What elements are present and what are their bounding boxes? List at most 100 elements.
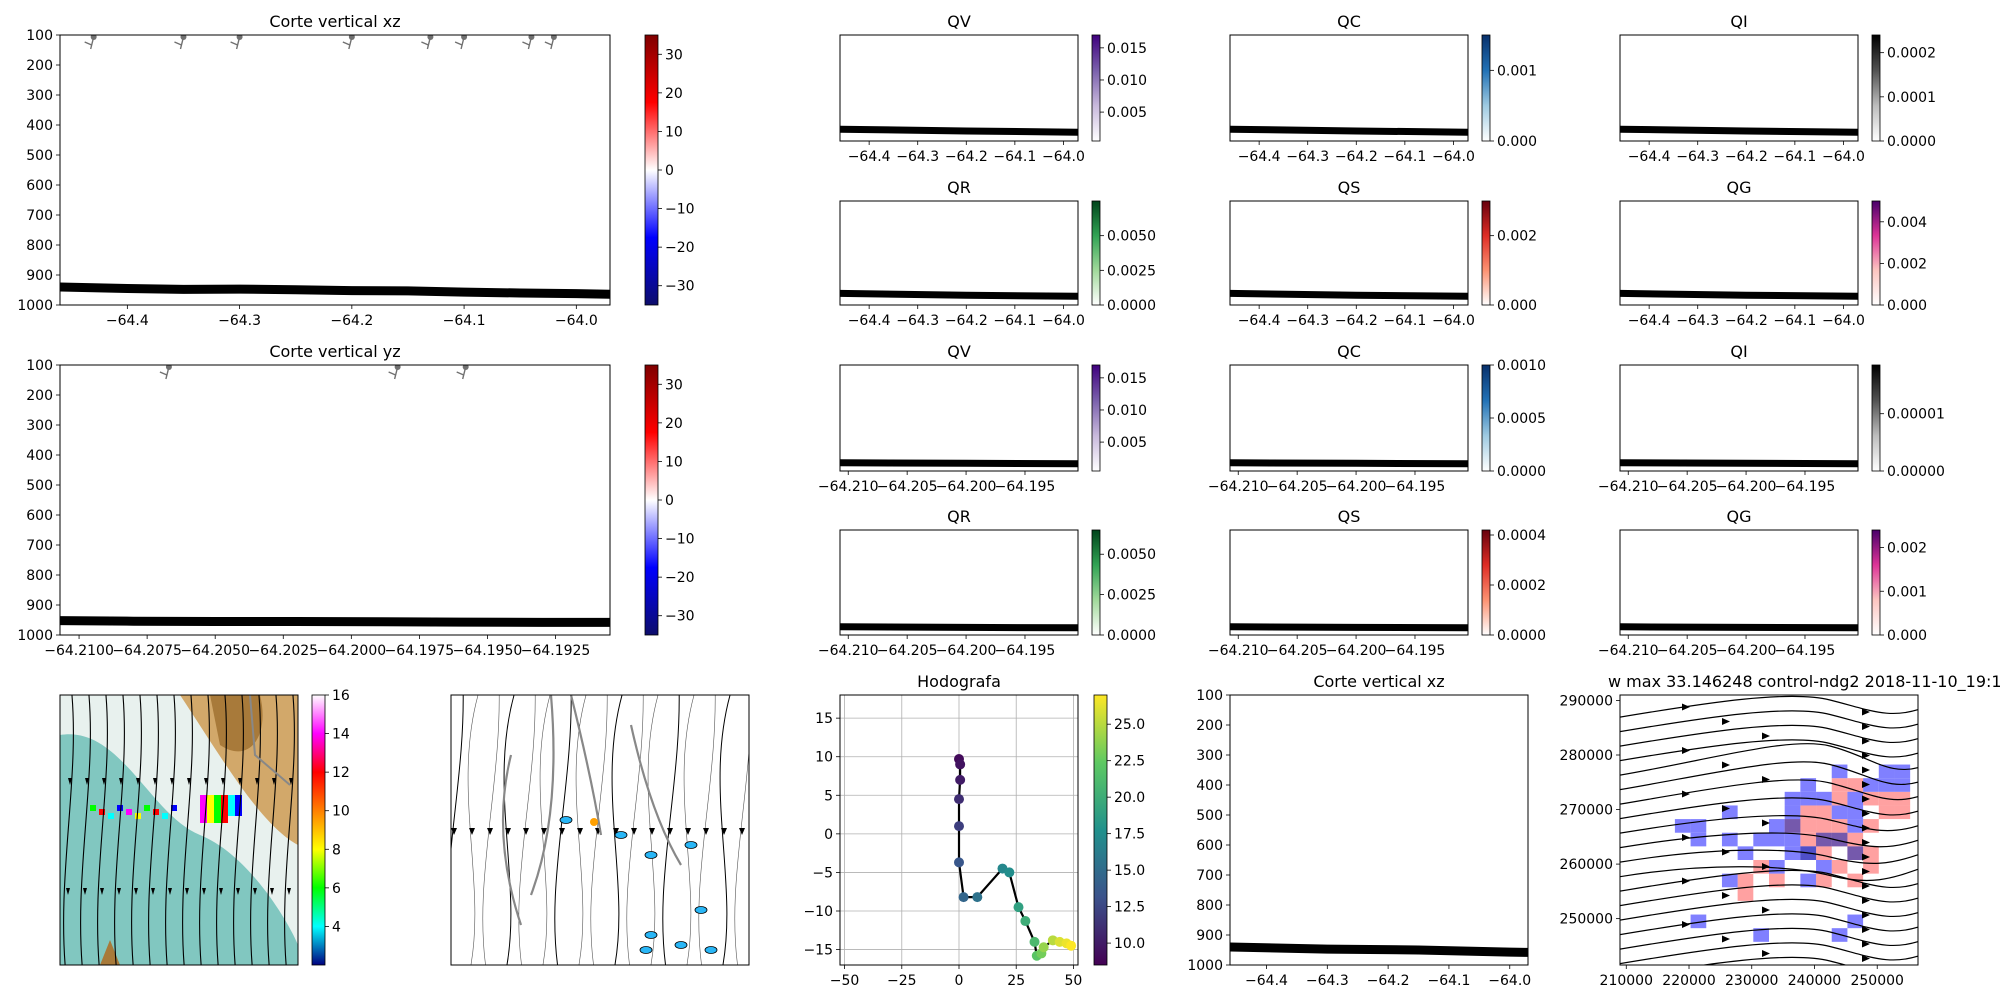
map_terrain-streamline: [114, 695, 125, 965]
hodograph-ytick-label: −10: [803, 904, 833, 920]
wmax_map-streamline: [1620, 724, 1918, 747]
wmax_map-ytick-label: 280000: [1560, 748, 1613, 764]
map_streams-stream-arrow: [487, 828, 493, 835]
xz_main-barb-flag: [421, 41, 429, 46]
r2_qr-frame: [839, 200, 1079, 306]
map_terrain-streamline: [131, 695, 142, 965]
r4_qr-colorbar-tick-label: 0.0025: [1107, 588, 1156, 604]
wmax_map-downdraft-cell: [1831, 805, 1848, 820]
wmax_map-xtick-label: 210000: [1600, 973, 1653, 989]
yz_main-ytick-label: 1000: [17, 628, 53, 644]
hodograph-colorbar-tick-label: 10.0: [1114, 936, 1145, 952]
wmax_map-stream-arrow: [1862, 853, 1870, 861]
r3_qv-title: QV: [947, 342, 971, 361]
wmax_map-streamline: [1620, 695, 1918, 718]
map_streams-echo-core: [590, 818, 598, 826]
yz_main-xtick-label: −64.1975: [385, 643, 455, 659]
yz_main-colorbar-ramp: [644, 364, 659, 636]
r2_qg-frame: [1619, 200, 1859, 306]
yz_main-xtick-label: −64.1925: [521, 643, 591, 659]
hodograph-point: [1013, 902, 1024, 913]
wmax_map-stream-arrow: [1682, 747, 1690, 754]
r1_qv-xtick-label: −64.3: [896, 149, 939, 165]
wmax_map-ytick-label: 290000: [1560, 693, 1613, 709]
r3_qi-frame: [1619, 364, 1859, 472]
r3_qi-xtick-label: −64.205: [1657, 479, 1718, 495]
xz_main-barb-dot: [427, 35, 434, 40]
wmax_map-stream-arrow: [1682, 877, 1690, 885]
yz_main-colorbar-tick-label: 30: [665, 377, 683, 393]
wmax_map-downdraft-cell: [1784, 846, 1801, 860]
wmax_map-streamline: [1699, 956, 1848, 965]
r2_qg-colorbar: 0.004 0.002 0.000: [1871, 200, 1927, 314]
r3_qc-frame: [1229, 364, 1469, 472]
r4_qg-colorbar: 0.002 0.001 0.000: [1871, 529, 1927, 644]
map_streams-plot: [451, 685, 769, 975]
r2_qg-colorbar-ramp: [1871, 200, 1881, 306]
r4_qs-xtick-label: −64.205: [1267, 643, 1328, 659]
xz_small-xtick-label: −64.0: [1488, 973, 1531, 989]
wmax_map-downdraft-cell: [1690, 832, 1707, 847]
wmax_map-plot: [1620, 695, 1918, 965]
xz_small-ytick-label: 400: [1196, 778, 1223, 794]
map_terrain-colorbar-tick-label: 4: [332, 919, 341, 935]
wmax_map-streamline: [1620, 710, 1918, 733]
wmax_map-stream-arrow: [1862, 911, 1870, 919]
map_terrain-streamline: [216, 695, 227, 965]
yz_main-title: Corte vertical yz: [269, 342, 400, 361]
r1_qi-colorbar-tick-label: 0.0001: [1887, 90, 1936, 106]
xz_main-ytick-label: 900: [26, 268, 53, 284]
wmax_map-stream-arrow: [1862, 926, 1870, 933]
map_streams-frame: [450, 694, 750, 966]
r4_qg-xtick-label: −64.210: [1598, 643, 1659, 659]
r2_qg-xtick-label: −64.0: [1822, 313, 1865, 329]
map_streams-stream-arrow: [667, 828, 673, 835]
xz_main-barb-flag: [174, 41, 182, 46]
r2_qs-frame: [1229, 200, 1469, 306]
map_streams-stream-arrow: [505, 828, 511, 835]
wmax_map-stream-arrow: [1862, 781, 1870, 788]
map_streams-streamline: [756, 685, 769, 975]
wmax_map-overlap-cell: [1831, 832, 1848, 847]
r3_qi-title: QI: [1730, 342, 1747, 361]
wmax_map-updraft-cell: [1816, 846, 1832, 860]
wmax_map-updraft-cell: [1800, 832, 1817, 847]
r4_qr-surface-line: [839, 623, 1079, 632]
map_streams-streamline: [554, 695, 572, 965]
map_terrain-stream-arrow: [85, 778, 89, 785]
xz_main-barb-flag: [342, 41, 351, 46]
wmax_map-stream-arrow: [1762, 906, 1770, 914]
wmax_map-streamline: [1620, 849, 1918, 864]
r4_qs-colorbar: 0.0004 0.0002 0.0000: [1481, 528, 1546, 644]
yz_main-colorbar-tick-label: −30: [665, 609, 695, 625]
map_terrain-colorbar-tick-label: 6: [332, 881, 341, 897]
map_terrain-stream-arrow: [204, 778, 208, 785]
r1_qv-frame: [839, 34, 1079, 142]
map_terrain-stream-arrow: [289, 778, 293, 785]
wmax_map-stream-arrow: [1862, 766, 1870, 774]
map_streams-streamline: [575, 695, 587, 965]
r1_qc-xtick-label: −64.0: [1432, 149, 1475, 165]
map_terrain-streamline: [233, 695, 244, 965]
wmax_map-stream-arrow: [1862, 723, 1870, 730]
r1_qi-xtick-label: −64.3: [1676, 149, 1719, 165]
map_streams-echo: [639, 946, 653, 954]
map_terrain-stream-arrow: [187, 778, 191, 785]
yz_main-ytick-label: 300: [26, 418, 53, 434]
wmax_map-stream-arrow: [1862, 810, 1870, 817]
yz_main-barb-flag: [388, 371, 396, 376]
r4_qr-xtick-label: −64.210: [818, 643, 879, 659]
map_terrain-colorbar-ramp: [311, 694, 326, 966]
map_terrain-plot: [60, 695, 298, 965]
map_streams-stream-arrow: [523, 828, 529, 835]
wmax_map-stream-arrow: [1862, 882, 1870, 890]
yz_main-ytick-label: 100: [26, 358, 53, 374]
r2_qr-colorbar-tick-label: 0.0025: [1107, 263, 1156, 279]
r1_qc-colorbar: 0.001 0.000: [1481, 34, 1537, 150]
map_terrain-stream-arrow: [117, 888, 121, 895]
wmax_map-stream-arrow: [1762, 776, 1770, 783]
yz_main-xtick-label: −64.2050: [180, 643, 250, 659]
map_streams-echo: [644, 931, 658, 939]
map_streams-streamline: [683, 695, 695, 965]
xz_main-colorbar-tick-label: −30: [665, 279, 695, 295]
